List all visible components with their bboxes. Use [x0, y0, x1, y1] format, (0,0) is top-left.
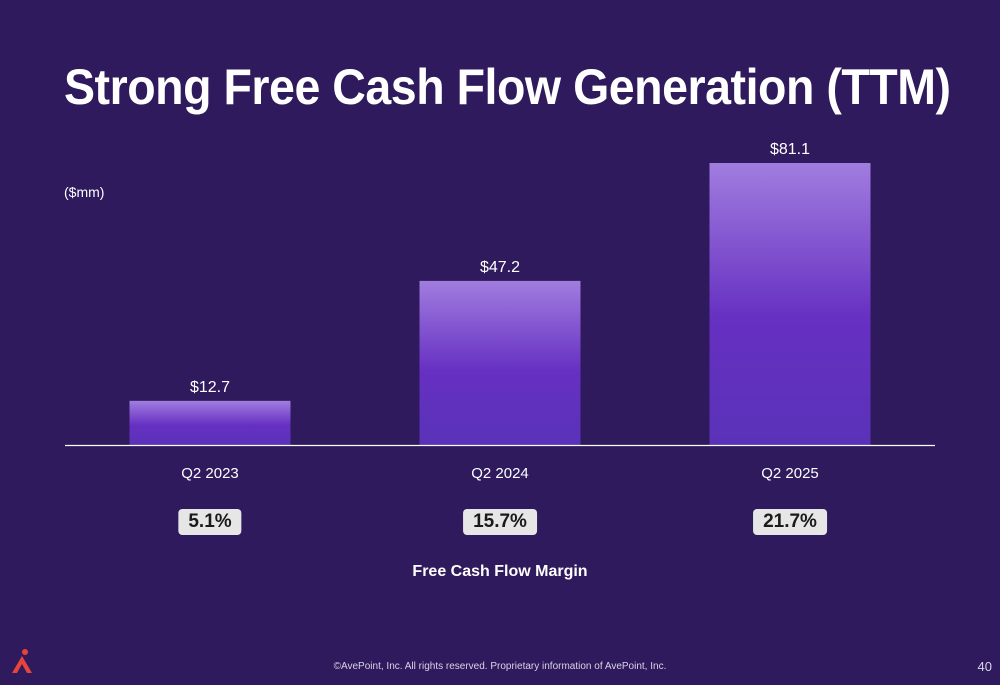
- x-tick-label: Q2 2025: [761, 465, 819, 482]
- page-title: Strong Free Cash Flow Generation (TTM): [64, 59, 951, 115]
- data-label: $47.2: [480, 259, 520, 276]
- bar-q2-2024: [419, 280, 581, 445]
- unit-label: ($mm): [64, 184, 105, 200]
- margin-badge: 21.7%: [753, 509, 827, 535]
- x-tick-label: Q2 2024: [471, 465, 529, 482]
- bar-q2-2023: [129, 400, 291, 445]
- bar-q2-2025: [709, 163, 871, 445]
- x-tick-label: Q2 2023: [181, 465, 239, 482]
- data-label: $12.7: [190, 379, 230, 396]
- avepoint-logo-icon: [12, 649, 32, 673]
- page-number: 40: [977, 659, 992, 674]
- margin-label: Free Cash Flow Margin: [412, 563, 588, 580]
- fcf-bar-chart: $12.7 $47.2 $81.1 Q2 2023 Q2 2024 Q2 2025: [65, 141, 935, 482]
- margin-row: 5.1% 15.7% 21.7%: [0, 509, 1000, 537]
- data-label: $81.1: [770, 141, 810, 158]
- margin-badge: 5.1%: [178, 509, 242, 535]
- margin-badge: 15.7%: [463, 509, 537, 535]
- footer-copyright: ©AvePoint, Inc. All rights reserved. Pro…: [333, 661, 667, 672]
